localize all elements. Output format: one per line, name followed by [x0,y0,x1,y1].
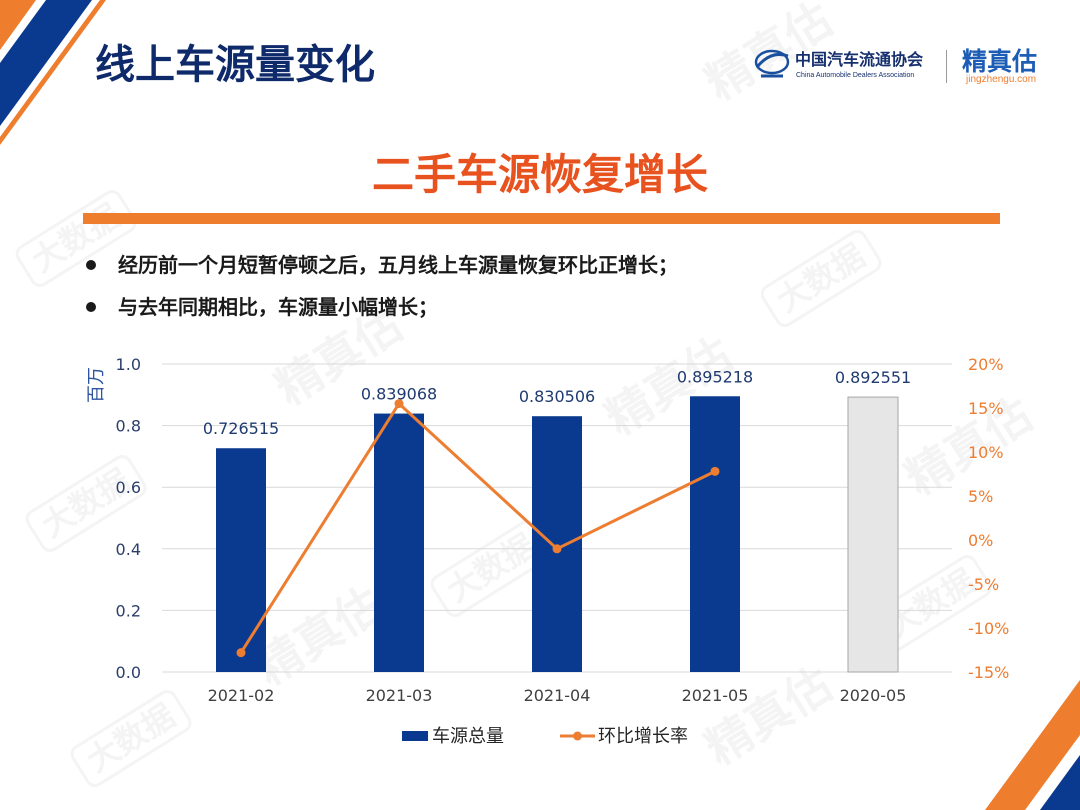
page-title: 线上车源量变化 [95,42,375,88]
y-tick-label: 1.0 [116,355,141,374]
x-tick-label: 2020-05 [840,686,907,705]
x-tick-label: 2021-02 [208,686,275,705]
bullet-text: 经历前一个月短暂停顿之后，五月线上车源量恢复环比正增长； [118,253,678,277]
chart-svg: 1.0 0.8 0.6 0.4 0.2 0.0 20% 15% 10% 5% 0% -5% -10% -1… [86,355,1009,747]
y-axis-title: 百万 [86,367,107,403]
y-tick-label: 0.8 [116,417,141,436]
y-tick-label: 0.2 [116,601,141,620]
line-series [236,399,720,658]
x-tick-label: 2021-04 [524,686,591,705]
bullet-text: 与去年同期相比，车源量小幅增长； [118,295,438,319]
growth-point [710,466,720,476]
corner-stripe-orange-bottom [985,680,1080,810]
bar-value-label: 0.726515 [203,419,279,438]
corner-stripe-blue-top [0,0,92,126]
legend-swatch-marker [573,731,582,741]
combo-chart: 1.0 0.8 0.6 0.4 0.2 0.0 20% 15% 10% 5% 0% -5% -10% -1… [60,340,1040,770]
bar [216,448,266,672]
growth-line [239,402,716,654]
legend-label-line: 环比增长率 [598,726,688,747]
bar [374,413,424,672]
bar [847,396,899,673]
y-axis-left: 1.0 0.8 0.6 0.4 0.2 0.0 [116,355,141,682]
bullet-item: 经历前一个月短暂停顿之后，五月线上车源量恢复环比正增长； [84,253,984,277]
growth-point [552,544,562,554]
bullet-item: 与去年同期相比，车源量小幅增长； [84,295,984,319]
corner-stripe-orange-top [0,0,36,50]
bullet-dot-icon [86,260,96,270]
bar [690,396,740,672]
accent-rule [83,213,1000,224]
cada-name-cn: 中国汽车流通协会 [795,50,924,69]
x-tick-label: 2021-03 [366,686,433,705]
y2-tick-label: 20% [968,355,1004,374]
logo-divider [946,50,947,83]
y-tick-label: 0.0 [116,663,141,682]
legend-swatch-bar [402,731,428,741]
x-axis: 2021-02 2021-03 2021-04 2021-05 2020-05 [208,686,907,705]
bullet-dot-icon [86,302,96,312]
jzg-logo-url: jingzhengu.com [966,74,1037,85]
bar-value-label: 0.830506 [519,387,595,406]
jzg-logo-name: 精真估 [962,47,1038,76]
bar-value-label: 0.839068 [361,385,437,404]
bar-series: 0.726515 0.839068 0.830506 0.895218 0.892551 [203,367,911,673]
x-tick-label: 2021-05 [682,686,749,705]
y2-tick-label: -15% [968,663,1009,682]
corner-stripe-orange-thin-top [0,0,106,145]
cada-logo-icon [754,49,790,78]
corner-stripe-blue-bottom [1040,755,1080,810]
y2-tick-label: 10% [968,443,1004,462]
growth-point [236,648,246,658]
bar-value-label: 0.895218 [677,367,753,386]
cada-name-en: China Automobile Dealers Association [796,72,915,79]
y2-tick-label: 5% [968,487,993,506]
y-axis-right: 20% 15% 10% 5% 0% -5% -10% -15% [968,355,1009,682]
legend: 车源总量 环比增长率 [402,726,688,747]
y2-tick-label: -5% [968,575,999,594]
bar [532,416,582,672]
y2-tick-label: 0% [968,531,993,550]
y2-tick-label: -10% [968,619,1009,638]
y-tick-label: 0.6 [116,478,141,497]
slide-subtitle: 二手车源恢复增长 [371,150,708,199]
y-tick-label: 0.4 [116,540,141,559]
growth-point [394,399,404,409]
bar-value-label: 0.892551 [835,368,911,387]
y2-tick-label: 15% [968,399,1004,418]
legend-label-bar: 车源总量 [432,726,504,747]
